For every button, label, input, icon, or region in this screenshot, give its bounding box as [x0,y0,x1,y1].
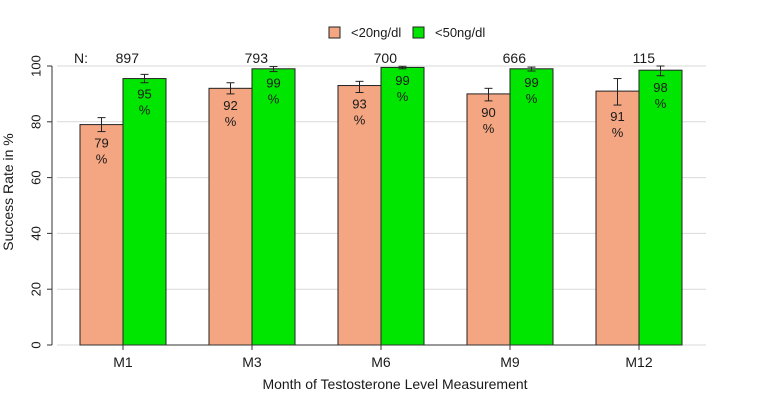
y-tick-label: 40 [28,226,43,240]
y-tick-label: 60 [28,170,43,184]
legend-swatch [328,26,341,39]
bar [337,85,382,346]
bar-unit-label: % [139,103,151,118]
bar-value-label: 93 [352,97,366,112]
y-axis-title: Success Rate in % [0,133,16,251]
n-labels: 897 793 700 666 115 N: [74,50,655,66]
bar-unit-label: % [526,91,538,106]
legend-label: <50ng/dl [435,25,485,40]
n-prefix-label: N: [74,50,88,66]
bar-unit-label: % [397,89,409,104]
n-label: 115 [633,50,656,66]
bar [79,124,124,346]
error-bars [97,65,665,133]
x-axis-title: Month of Testosterone Level Measurement [262,376,527,392]
bar-value-label: 92 [223,98,237,113]
bar [208,87,253,346]
bar-unit-label: % [354,113,366,128]
bar-unit-label: % [483,121,495,136]
bar-unit-label: % [225,114,237,129]
bar [122,78,167,346]
n-label: 897 [116,50,140,66]
y-tick-label: 80 [28,115,43,129]
x-tick-label: M12 [625,354,652,370]
bar-value-label: 91 [610,109,624,124]
bar-value-label: 95 [137,87,151,102]
bar [380,66,425,346]
bar-value-label: 99 [395,73,409,88]
legend-label: <20ng/dl [351,25,401,40]
y-tick-label: 0 [28,341,43,348]
bar-unit-label: % [268,92,280,107]
x-tick-label: M6 [371,354,391,370]
bar-value-label: 90 [481,105,495,120]
x-tick-label: M3 [242,354,262,370]
bar [509,68,554,346]
n-label: 700 [374,50,398,66]
bar-value-label: 98 [653,80,667,95]
bar-unit-label: % [96,152,108,167]
bar [638,69,683,346]
bar-value-label: 99 [524,75,538,90]
bar-value-label: 79 [94,136,108,151]
bar-value-label: 99 [266,76,280,91]
x-tick-label: M1 [113,354,133,370]
legend-swatch [412,26,425,39]
bar [595,90,640,346]
x-tick-label: M9 [500,354,520,370]
y-tick-label: 100 [28,55,43,77]
legend: <20ng/dl <50ng/dl [328,25,485,40]
bar-unit-label: % [612,125,624,140]
bar [251,68,296,346]
n-label: 793 [245,50,269,66]
y-tick-label: 20 [28,282,43,296]
y-axis: 0 20 40 60 80 100 [28,55,53,349]
bar-unit-label: % [655,96,667,111]
bars [79,66,683,346]
bar-labels: 79%95% 92%99% 93%99%90%99%91%98% [94,73,667,167]
x-axis: M1 M3 M6 M9 M12 [80,344,682,370]
n-label: 666 [503,50,527,66]
